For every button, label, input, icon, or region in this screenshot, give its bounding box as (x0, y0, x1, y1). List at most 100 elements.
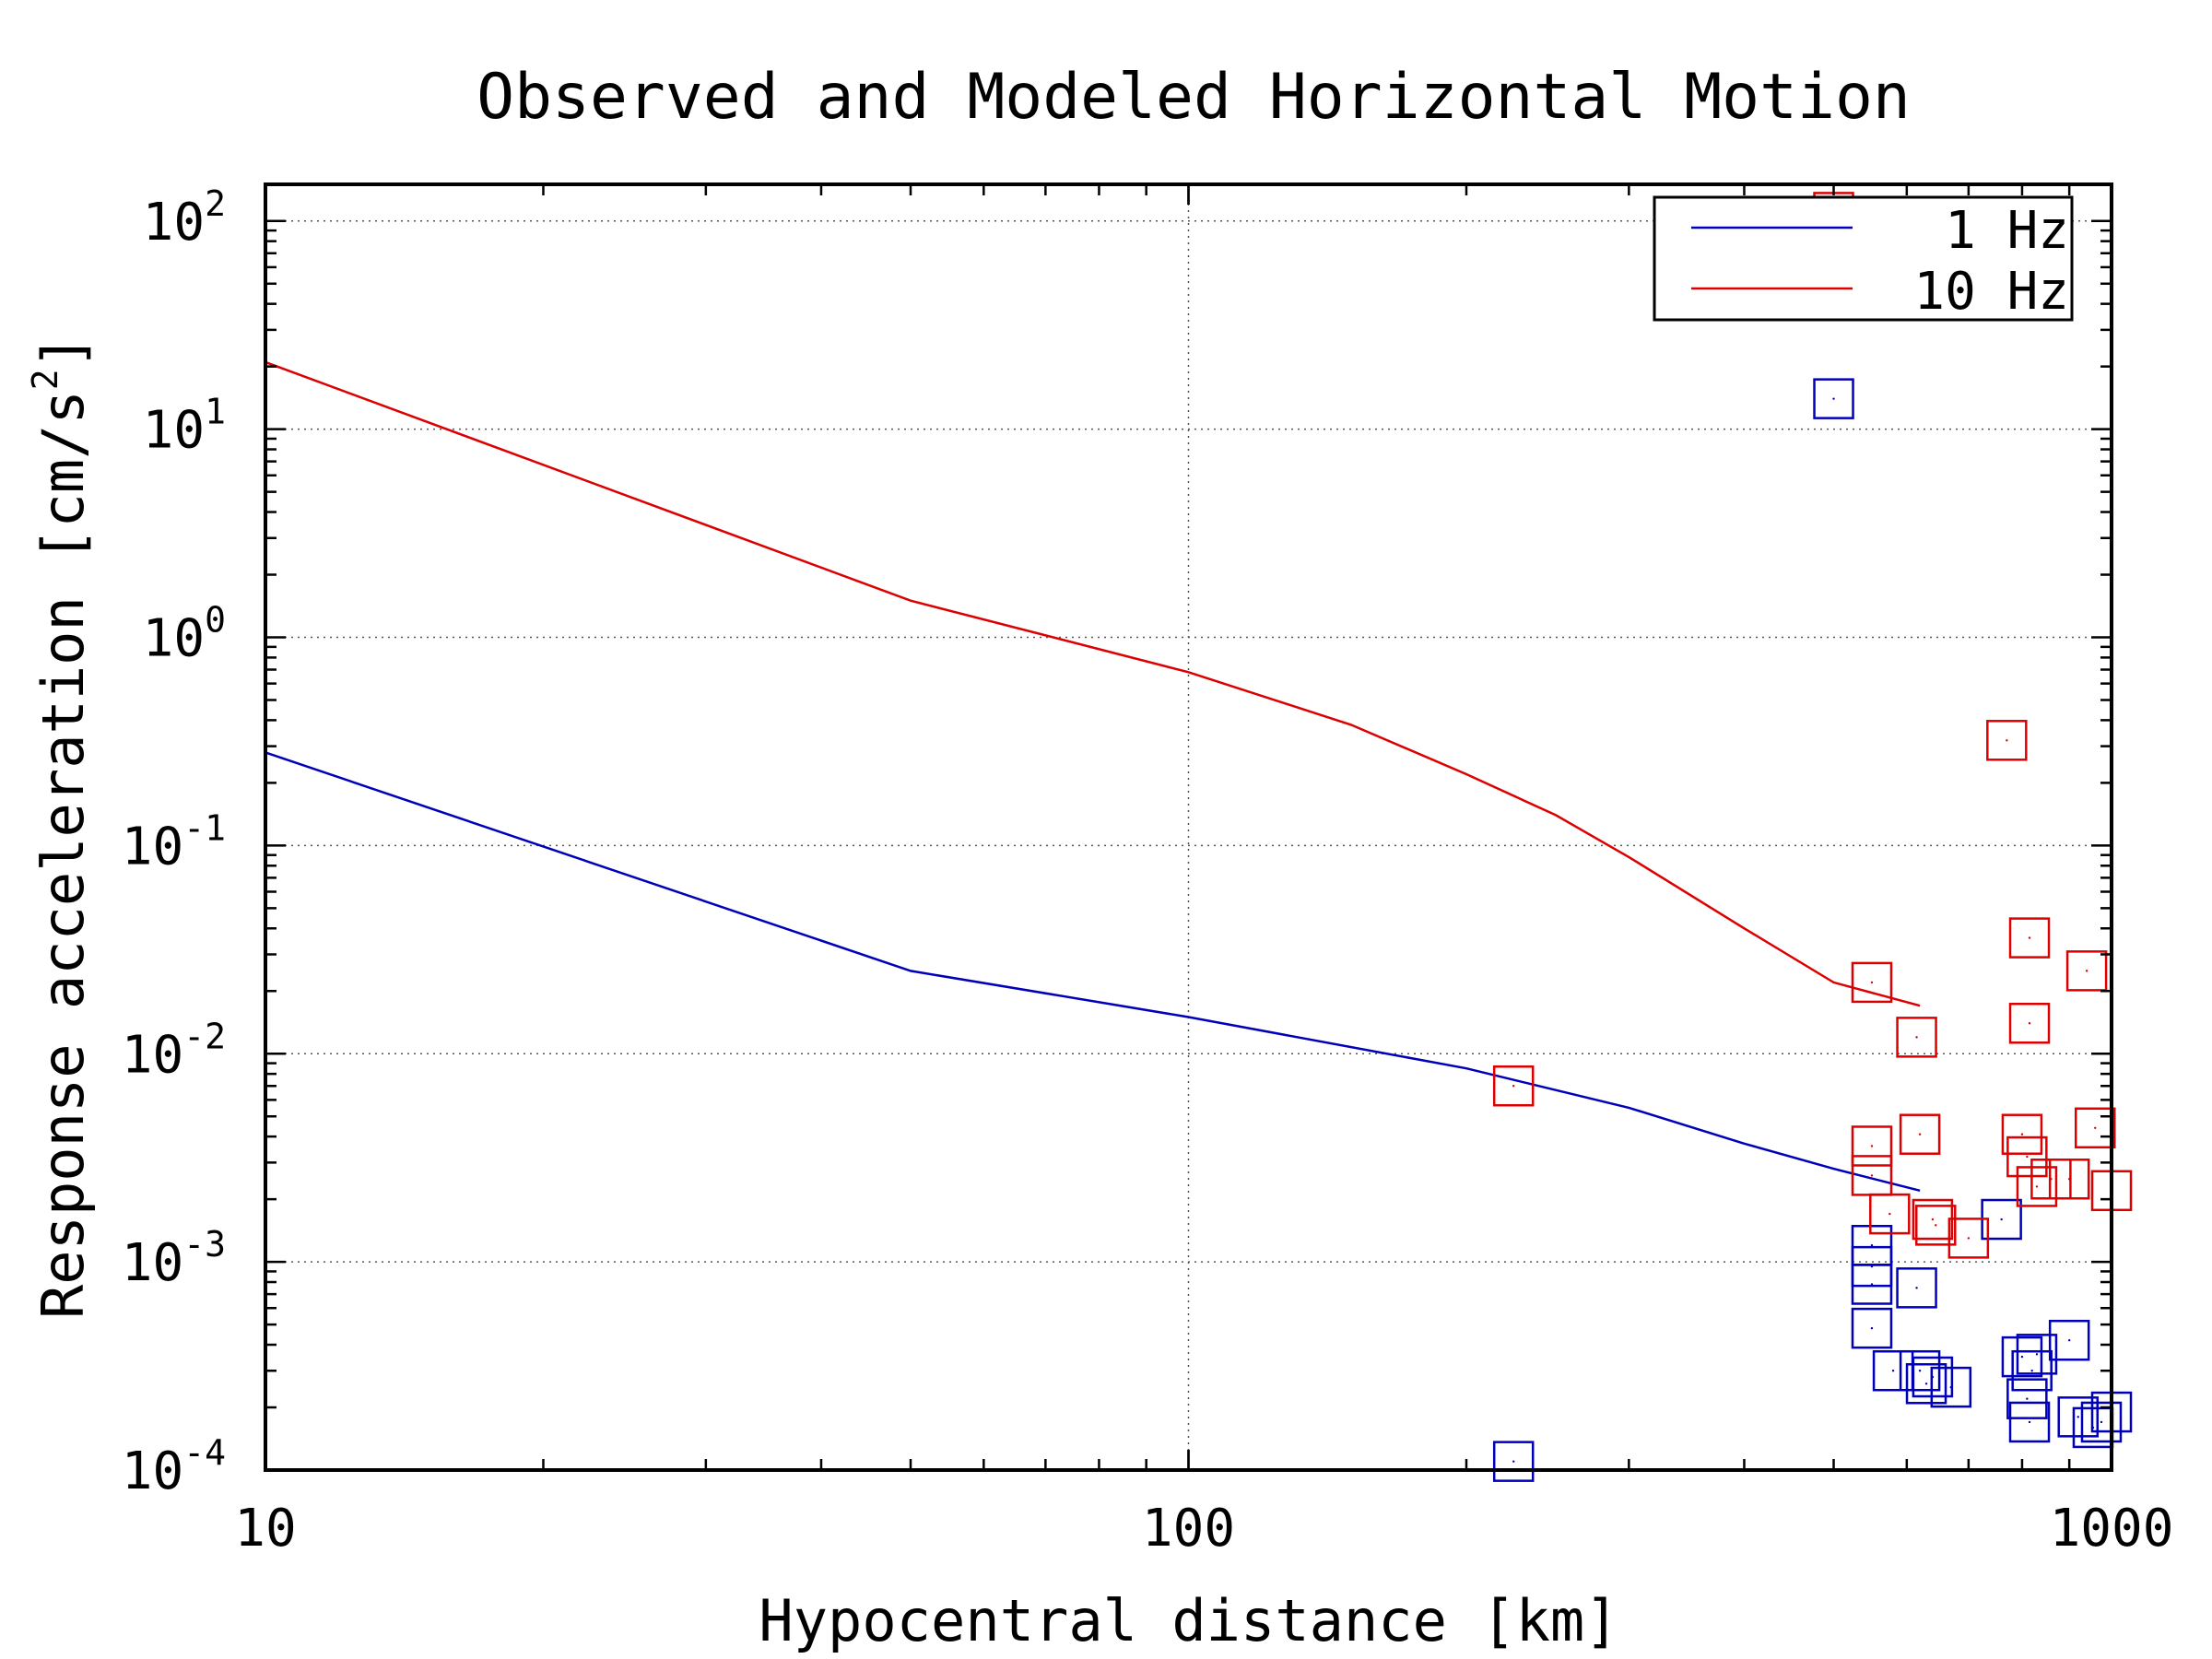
x-tick-label: 1000 (2050, 1499, 2174, 1559)
y-axis-label-tail: ] (29, 335, 97, 369)
observed-point-10hz (1899, 1113, 1941, 1155)
observed-point-center-10hz (1935, 1224, 1937, 1227)
observed-point-1hz (1851, 1264, 1893, 1305)
observed-point-1hz (2048, 1319, 2090, 1361)
observed-point-center-1hz (2067, 1339, 2071, 1342)
observed-point-1hz (2016, 1334, 2058, 1375)
observed-point-center-10hz (1967, 1237, 1971, 1240)
observed-point-10hz (1986, 720, 2028, 761)
y-tick-label: 100 (143, 600, 226, 669)
observed-point-center-1hz (1870, 1326, 1874, 1330)
observed-point-10hz (2065, 950, 2108, 992)
grid (265, 184, 2112, 1471)
x-axis-label: Hypocentral distance [km] (759, 1587, 1618, 1654)
observed-point-center-10hz (2085, 970, 2088, 972)
observed-point-center-10hz (2067, 1178, 2071, 1181)
observed-point-1hz (1813, 378, 1854, 419)
observed-point-center-10hz (1888, 1212, 1891, 1216)
observed-point-center-10hz (2094, 1126, 2097, 1129)
y-tick-label: 10-3 (122, 1224, 226, 1293)
observed-point-center-1hz (2000, 1218, 2003, 1221)
observed-point-center-1hz (1870, 1283, 1874, 1286)
observed-point-1hz (1930, 1366, 1972, 1408)
observed-point-10hz (2006, 1135, 2048, 1178)
y-axis-label: Response acceleration [cm/s2] (25, 335, 97, 1319)
plot-frame (264, 182, 2113, 1472)
observed-point-center-1hz (1512, 1460, 1515, 1463)
observed-point-1hz (1896, 1267, 1937, 1309)
observed-point-center-1hz (1924, 1382, 1928, 1385)
observed-point-1hz (2057, 1396, 2099, 1438)
observed-point-10hz (1947, 1218, 1990, 1259)
observed-point-1hz (2008, 1401, 2051, 1443)
observed-point-center-1hz (1870, 1244, 1874, 1247)
observed-point-center-10hz (2020, 1133, 2024, 1135)
legend-label-10hz: 10 Hz (1913, 262, 2069, 322)
observed-point-center-10hz (1512, 1085, 1515, 1088)
observed-point-1hz (1851, 1307, 1893, 1349)
series-1hz (265, 378, 2133, 1482)
observed-point-1hz (2080, 1401, 2123, 1443)
observed-point-10hz (2048, 1158, 2090, 1200)
observed-point-center-1hz (2035, 1353, 2039, 1356)
observed-point-center-10hz (1931, 1218, 1935, 1221)
series-layer (265, 192, 2133, 1482)
observed-point-center-10hz (1915, 1036, 1918, 1039)
y-tick-label: 101 (143, 392, 226, 461)
ticks (264, 184, 2113, 1472)
legend-box (1653, 195, 2074, 322)
observed-point-center-1hz (2026, 1397, 2029, 1400)
observed-point-center-1hz (2030, 1370, 2033, 1372)
observed-point-10hz (1851, 1125, 1893, 1167)
observed-point-1hz (1492, 1441, 1535, 1482)
x-tick-label: 100 (1142, 1499, 1235, 1559)
y-tick-label: 10-1 (122, 807, 226, 877)
observed-point-center-1hz (2020, 1355, 2024, 1359)
tick-labels: 10 100 1000 10-4 10-3 10-2 10-1 100 101 102 (122, 183, 2174, 1559)
observed-point-10hz (2008, 917, 2051, 959)
observed-point-10hz (1869, 1193, 1911, 1235)
model-line-10hz (265, 360, 1921, 1007)
y-tick-label: 10-2 (122, 1016, 226, 1085)
y-axis-label-main: Response acceleration [cm/s (29, 390, 97, 1319)
model-line-1hz (265, 751, 1921, 1193)
observed-point-10hz (2074, 1107, 2116, 1149)
observed-point-1hz (2006, 1378, 2048, 1419)
observed-point-center-1hz (2077, 1416, 2079, 1418)
chart-title: Observed and Modeled Horizontal Motion (477, 61, 1911, 134)
legend: 1 Hz 10 Hz (1653, 195, 2074, 322)
y-tick-label: 102 (143, 183, 226, 253)
observed-point-center-1hz (1915, 1287, 1918, 1289)
observed-point-center-1hz (1949, 1385, 1953, 1389)
observed-point-10hz (1915, 1205, 1957, 1246)
observed-point-center-1hz (2100, 1420, 2103, 1424)
x-tick-label: 10 (234, 1499, 296, 1559)
observed-point-1hz (2011, 1349, 2053, 1392)
observed-point-10hz (1492, 1065, 1535, 1107)
observed-point-center-1hz (1891, 1370, 1895, 1372)
observed-point-center-1hz (1832, 397, 1835, 400)
y-tick-label: 10-4 (122, 1432, 226, 1501)
observed-point-center-10hz (2028, 1022, 2031, 1025)
legend-label-1hz: 1 Hz (1945, 201, 2069, 261)
series-10hz (265, 192, 2133, 1259)
observed-point-center-10hz (2026, 1155, 2029, 1159)
y-axis-label-sup: 2 (25, 369, 65, 390)
observed-point-center-10hz (2028, 936, 2031, 939)
observed-point-10hz (2001, 1113, 2043, 1155)
observed-point-10hz (1851, 961, 1893, 1004)
observed-point-10hz (1896, 1017, 1937, 1058)
observed-point-center-10hz (2006, 739, 2008, 742)
observed-point-10hz (2016, 1166, 2058, 1207)
observed-point-center-10hz (1918, 1133, 1922, 1135)
observed-point-1hz (1905, 1363, 1947, 1405)
observed-point-center-10hz (2035, 1185, 2039, 1188)
observed-point-center-10hz (1870, 981, 1874, 984)
observed-point-center-10hz (1870, 1145, 1874, 1147)
observed-point-10hz (2008, 1003, 2051, 1044)
observed-point-1hz (1899, 1349, 1941, 1392)
observed-point-center-10hz (1870, 1174, 1874, 1177)
observed-point-1hz (2001, 1335, 2043, 1378)
observed-point-center-1hz (1918, 1370, 1922, 1372)
